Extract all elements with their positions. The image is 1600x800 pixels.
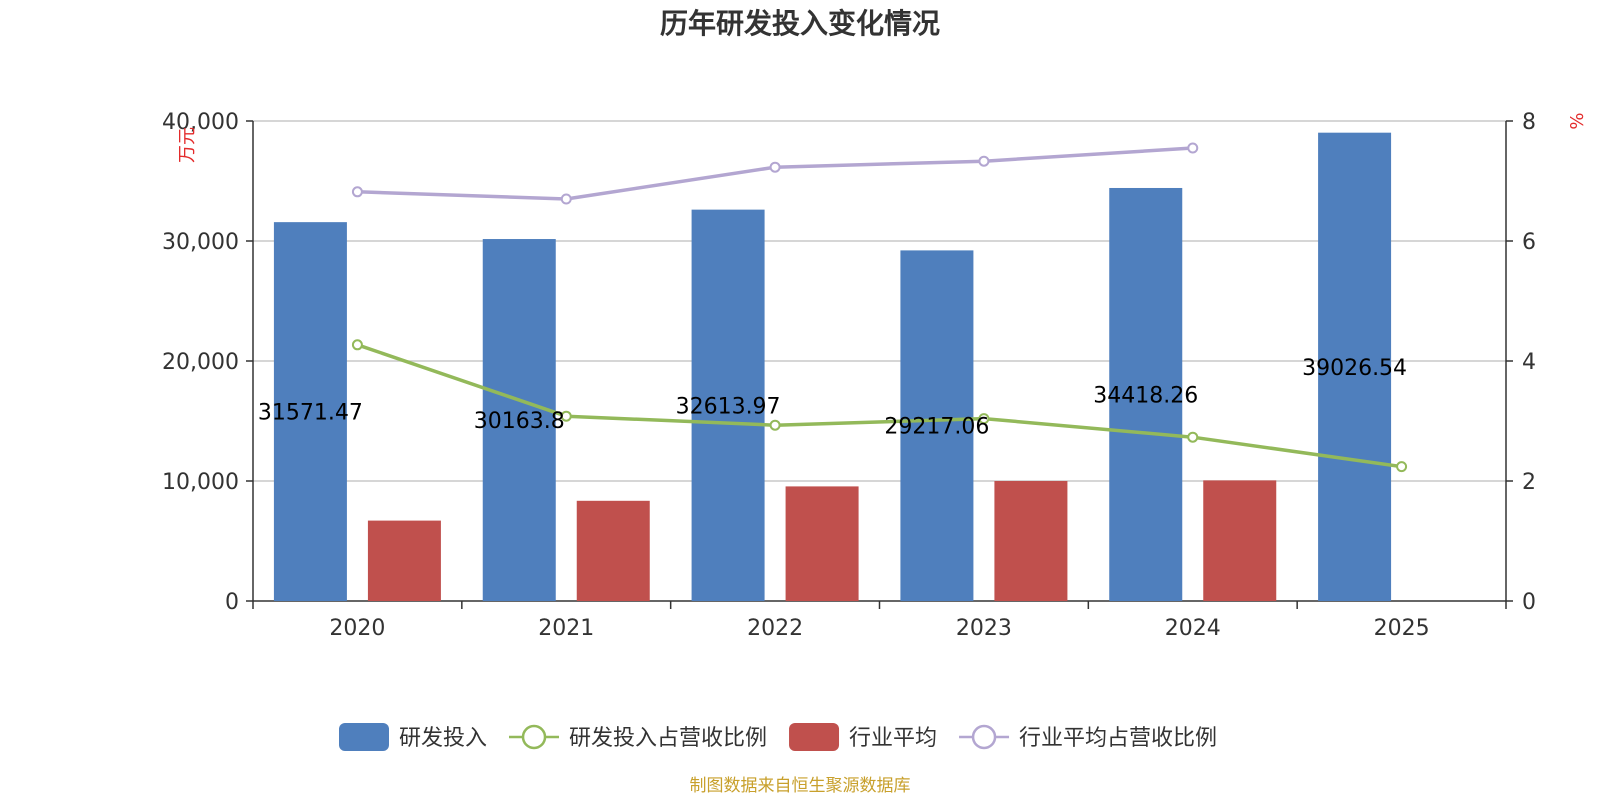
left-tick-label: 30,000 xyxy=(162,230,239,255)
right-tick-label: 6 xyxy=(1522,230,1536,255)
x-tick-label: 2020 xyxy=(329,616,385,641)
bar-value-label: 32613.97 xyxy=(676,394,781,419)
legend-label: 行业平均 xyxy=(849,726,937,751)
legend-swatch-marker xyxy=(521,724,547,750)
legend-swatch-bar xyxy=(339,723,389,751)
bar-value-label: 29217.06 xyxy=(884,415,989,440)
industry-ratio-point xyxy=(978,155,990,167)
right-tick-label: 4 xyxy=(1522,350,1536,375)
left-tick-label: 40,000 xyxy=(162,110,239,135)
left-tick-label: 20,000 xyxy=(162,350,239,375)
rd-ratio-point xyxy=(1187,431,1199,443)
bar-rd-investment xyxy=(482,239,556,601)
bar-industry-average xyxy=(1203,480,1277,601)
rd-ratio-point xyxy=(351,339,363,351)
axes: 0 10,000 20,000 30,000 40,000 0 2 4 6 8 万元% 2020 202… xyxy=(162,110,1588,641)
industry-ratio-point xyxy=(560,193,572,205)
left-tick-label: 10,000 xyxy=(162,470,239,495)
left-axis-unit: 万元 xyxy=(177,127,198,163)
industry-ratio-point xyxy=(769,161,781,173)
bar-industry-average xyxy=(367,520,441,601)
bar-industry-average xyxy=(576,500,650,601)
bar-rd-investment xyxy=(900,250,974,602)
bar-rd-investment xyxy=(1109,187,1183,601)
x-tick-label: 2022 xyxy=(747,616,803,641)
industry-ratio-line xyxy=(357,146,1193,201)
bar-industry-average xyxy=(785,486,859,601)
right-tick-label: 8 xyxy=(1522,110,1536,135)
legend-label: 研发投入 xyxy=(399,726,487,751)
source-note: 制图数据来自恒生聚源数据库 xyxy=(690,776,911,796)
rd-ratio-line xyxy=(356,343,1402,469)
bar-rd-investment xyxy=(1318,132,1392,601)
left-tick-label: 0 xyxy=(225,590,239,615)
x-tick-label: 2021 xyxy=(538,616,594,641)
legend-label: 研发投入占营收比例 xyxy=(569,726,767,751)
bar-value-label: 34418.26 xyxy=(1093,383,1198,408)
bar-value-label: 30163.8 xyxy=(474,409,565,434)
right-axis-unit: % xyxy=(1567,112,1588,129)
lines xyxy=(351,142,1408,473)
rd-ratio-point xyxy=(978,413,990,425)
legend-label: 行业平均占营收比例 xyxy=(1019,726,1217,751)
data-labels: 31571.47 30163.8 32613.97 29217.06 34418.26 3… xyxy=(258,356,1407,440)
bar-value-label: 31571.47 xyxy=(258,401,363,426)
legend-swatch-bar xyxy=(789,723,840,751)
right-tick-label: 0 xyxy=(1522,590,1536,615)
gridlines xyxy=(253,120,1506,482)
x-tick-label: 2023 xyxy=(956,616,1012,641)
legend: 研发投入 研发投入占营收比例 行业平均 行业平均占营收比例 xyxy=(339,723,1217,751)
bar-value-label: 39026.54 xyxy=(1302,356,1407,381)
x-tick-label: 2024 xyxy=(1165,616,1221,641)
bar-rd-investment xyxy=(691,209,765,601)
legend-swatch-marker xyxy=(971,724,997,750)
industry-ratio-point xyxy=(1187,142,1199,154)
right-tick-label: 2 xyxy=(1522,470,1536,495)
industry-ratio-point xyxy=(351,186,363,198)
x-tick-label: 2025 xyxy=(1374,616,1430,641)
rd-ratio-point xyxy=(769,419,781,431)
bars xyxy=(273,132,1392,602)
chart-title: 历年研发投入变化情况 xyxy=(660,7,940,40)
rd-ratio-point xyxy=(1396,461,1408,473)
bar-industry-average xyxy=(994,481,1068,601)
rd-ratio-point xyxy=(560,410,572,422)
bar-rd-investment xyxy=(273,222,347,601)
